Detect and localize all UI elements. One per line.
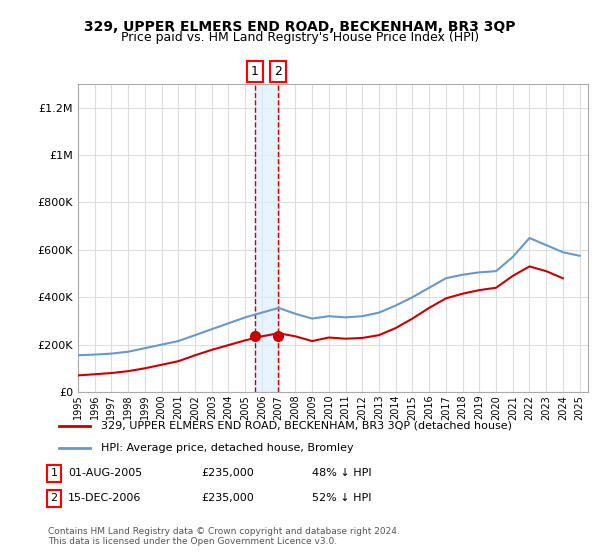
Text: 1: 1 <box>50 468 58 478</box>
Text: Contains HM Land Registry data © Crown copyright and database right 2024.
This d: Contains HM Land Registry data © Crown c… <box>48 526 400 546</box>
Text: £235,000: £235,000 <box>202 468 254 478</box>
Text: 15-DEC-2006: 15-DEC-2006 <box>68 493 142 503</box>
Text: HPI: Average price, detached house, Bromley: HPI: Average price, detached house, Brom… <box>101 443 353 453</box>
Text: 2: 2 <box>50 493 58 503</box>
Text: £235,000: £235,000 <box>202 493 254 503</box>
Text: 329, UPPER ELMERS END ROAD, BECKENHAM, BR3 3QP: 329, UPPER ELMERS END ROAD, BECKENHAM, B… <box>84 20 516 34</box>
Bar <box>255 84 278 392</box>
Text: 01-AUG-2005: 01-AUG-2005 <box>68 468 142 478</box>
Text: 52% ↓ HPI: 52% ↓ HPI <box>312 493 372 503</box>
Text: 2: 2 <box>274 65 282 78</box>
Text: 329, UPPER ELMERS END ROAD, BECKENHAM, BR3 3QP (detached house): 329, UPPER ELMERS END ROAD, BECKENHAM, B… <box>101 421 512 431</box>
Text: 48% ↓ HPI: 48% ↓ HPI <box>312 468 372 478</box>
Text: 1: 1 <box>251 65 259 78</box>
Text: Price paid vs. HM Land Registry's House Price Index (HPI): Price paid vs. HM Land Registry's House … <box>121 31 479 44</box>
